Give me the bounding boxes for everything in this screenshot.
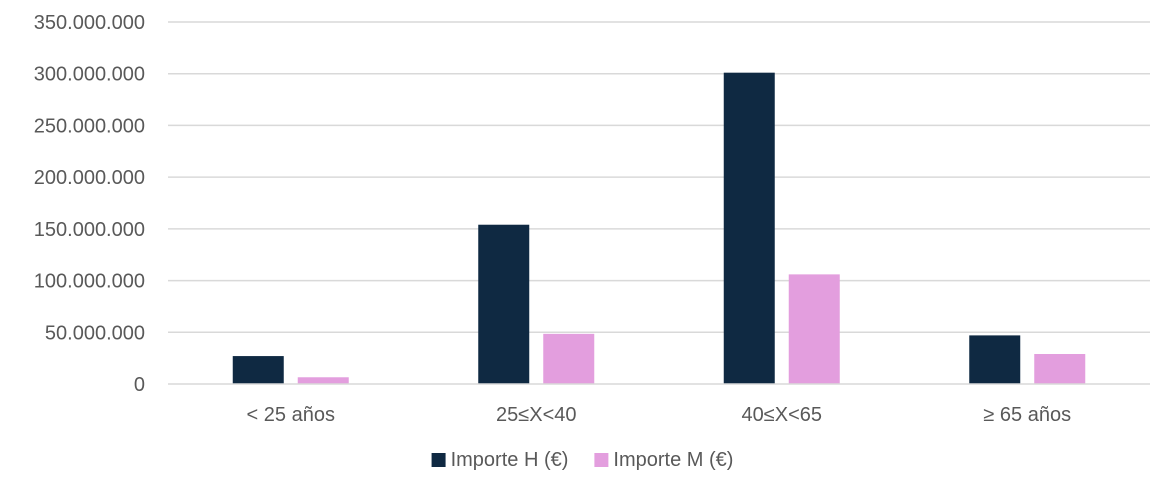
y-axis-ticks: 0 50.000.000 100.000.000 150.000.000 200.000…: [34, 12, 145, 396]
y-tick-label: 0: [134, 374, 145, 396]
bar-series-1-category-2: [478, 224, 530, 384]
y-tick-label: 250.000.000: [34, 115, 145, 137]
bars: [232, 72, 1086, 385]
y-tick-label: 150.000.000: [34, 219, 145, 241]
legend-swatch-series-2: [594, 453, 609, 467]
y-tick-label: 50.000.000: [45, 322, 145, 344]
x-category-label: 40≤X<65: [742, 404, 823, 426]
gridlines: [168, 21, 1150, 334]
bar-series-1-category-4: [969, 335, 1021, 384]
x-category-label: ≥ 65 años: [983, 404, 1071, 426]
x-category-label: 25≤X<40: [496, 404, 577, 426]
bar-series-1-category-3: [723, 72, 775, 385]
bar-series-2-category-1: [297, 377, 349, 384]
y-tick-label: 350.000.000: [34, 12, 145, 34]
legend: Importe H (€) Importe M (€): [431, 449, 733, 471]
y-tick-label: 100.000.000: [34, 271, 145, 293]
bar-series-1-category-1: [232, 356, 284, 384]
x-category-label: < 25 años: [247, 404, 335, 426]
legend-label: Importe H (€): [451, 449, 569, 471]
x-axis: < 25 años 25≤X<40 40≤X<65 ≥ 65 años: [168, 383, 1150, 426]
legend-label: Importe M (€): [613, 449, 733, 471]
legend-swatch-series-1: [431, 453, 446, 467]
bar-series-2-category-3: [788, 274, 840, 384]
y-tick-label: 300.000.000: [34, 64, 145, 86]
bar-series-2-category-4: [1034, 354, 1086, 384]
y-tick-label: 200.000.000: [34, 167, 145, 189]
bar-series-2-category-2: [543, 333, 595, 384]
